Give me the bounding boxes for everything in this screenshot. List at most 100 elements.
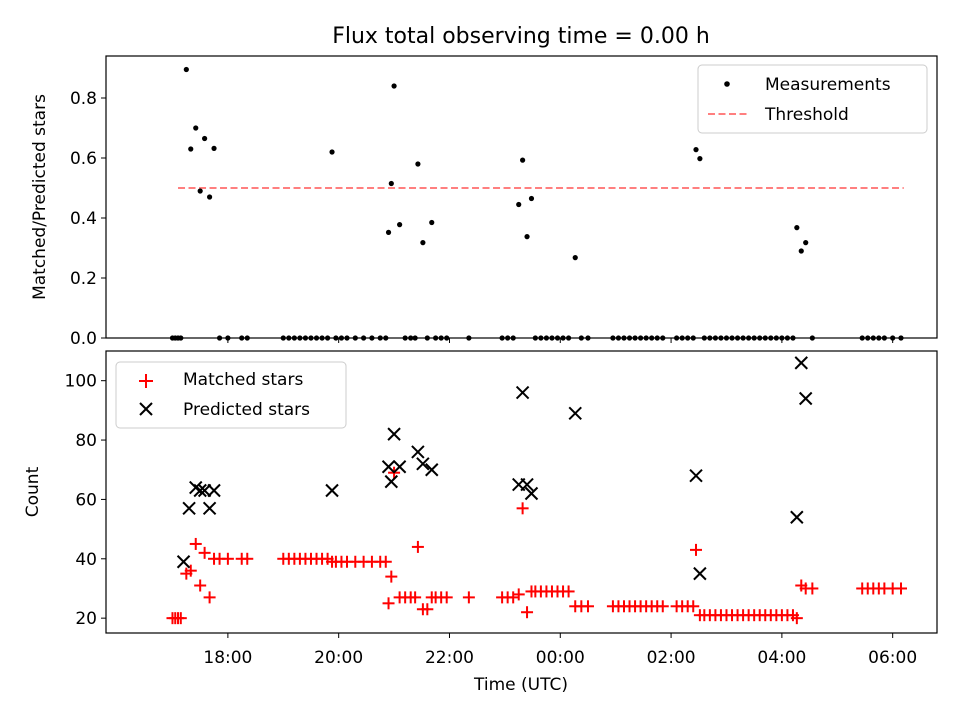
matched-star-marker [174, 612, 187, 625]
x-axis-label: Time (UTC) [473, 675, 568, 695]
measurement-point [388, 180, 394, 187]
matched-star-marker [184, 564, 197, 577]
matched-star-marker [411, 540, 424, 553]
matched-star-marker [385, 570, 398, 583]
predicted-star-marker [689, 468, 703, 483]
legend-matched-label: Matched stars [183, 370, 303, 390]
top-y-tick-label: 0.2 [70, 269, 97, 289]
measurement-point [520, 157, 526, 163]
legend-measurements-label: Measurements [765, 75, 891, 95]
matched-star-marker [421, 603, 434, 616]
predicted-star-marker [176, 555, 191, 569]
top-legend-box [697, 64, 928, 134]
predicted-star-marker [197, 483, 212, 498]
predicted-star-points [176, 356, 813, 581]
predicted-star-marker [207, 483, 221, 498]
matched-star-marker [516, 502, 529, 515]
top-y-ticks: 0.0 0.2 0.4 0.6 0.8 [70, 89, 106, 349]
matched-star-marker [221, 552, 234, 565]
matched-star-marker [189, 537, 202, 550]
legend-predicted-marker [139, 402, 153, 416]
bottom-panel: 20 40 60 80 100 18:00 20:00 22:00 00:00 02:00 04:… [23, 350, 938, 695]
chart-title: Flux total observing time = 0.00 h [332, 24, 710, 49]
measurement-point [420, 240, 426, 246]
matched-star-marker [379, 555, 392, 568]
measurement-point [528, 195, 535, 202]
predicted-star-marker [520, 477, 534, 492]
measurement-point [391, 83, 397, 89]
predicted-star-marker [794, 356, 808, 370]
bottom-x-tick-label: 20:00 [314, 648, 363, 668]
bottom-y-tick-label: 20 [75, 609, 97, 629]
matched-star-marker [581, 600, 594, 613]
predicted-star-marker [515, 385, 530, 400]
bottom-y-axis-label: Count [23, 466, 43, 517]
top-y-tick-label: 0.8 [70, 89, 97, 109]
measurement-point [693, 147, 699, 153]
predicted-star-marker [384, 474, 399, 489]
legend-matched-marker [139, 374, 153, 388]
matched-star-marker [790, 612, 803, 625]
measurement-point [202, 135, 208, 142]
measurement-point [197, 188, 203, 194]
matched-star-marker [687, 600, 700, 613]
bottom-x-tick-label: 02:00 [647, 648, 696, 668]
legend-predicted-label: Predicted stars [183, 400, 310, 420]
bottom-x-tick-label: 06:00 [868, 648, 917, 668]
measurement-point [794, 225, 800, 231]
top-y-tick-label: 0.4 [70, 209, 97, 229]
bottom-x-tick-label: 00:00 [536, 648, 585, 668]
matched-star-marker [194, 579, 207, 592]
measurement-point [516, 201, 522, 208]
top-y-tick-label: 0.6 [70, 149, 97, 169]
top-y-tick-label: 0.0 [70, 329, 97, 349]
measurement-point [697, 156, 703, 162]
predicted-star-marker [325, 483, 339, 498]
predicted-star-marker [798, 391, 813, 406]
bottom-x-tick-label: 22:00 [425, 648, 474, 668]
bottom-axes-frame [105, 350, 938, 634]
measurement-point [415, 161, 421, 167]
matched-star-marker [806, 582, 819, 595]
matched-star-marker [203, 591, 216, 604]
measurement-point [206, 194, 213, 200]
bottom-x-tick-label: 04:00 [757, 648, 806, 668]
measurement-point [397, 222, 403, 228]
matched-star-marker [440, 591, 453, 604]
matched-star-marker [521, 606, 534, 619]
measurement-point [183, 66, 189, 73]
matched-star-marker [462, 591, 475, 604]
bottom-y-tick-label: 100 [65, 372, 97, 392]
measurement-point [385, 229, 392, 235]
measurement-point [329, 149, 335, 155]
bottom-legend: Matched stars Predicted stars [115, 361, 347, 429]
measurement-point [188, 146, 194, 152]
measurement-point [798, 248, 804, 254]
predicted-star-marker [416, 457, 430, 471]
measurement-point [193, 125, 199, 131]
bottom-legend-box [115, 361, 347, 429]
top-panel: 0.00.20.40.60.8 Matched/Predicted stars … [30, 55, 938, 349]
bottom-y-tick-label: 40 [75, 550, 97, 570]
matched-star-marker [409, 591, 422, 604]
measurement-point [524, 234, 530, 240]
bottom-x-tick-label: 18:00 [203, 648, 252, 668]
matched-star-marker [198, 546, 211, 559]
matched-star-marker [894, 582, 907, 595]
measurement-point [572, 255, 578, 261]
bottom-y-ticks: 20 40 60 80 100 [65, 372, 106, 629]
matched-star-marker [656, 600, 669, 613]
legend-measurements-marker [724, 81, 730, 87]
measurement-point [429, 219, 435, 226]
predicted-star-marker [392, 460, 407, 474]
matched-star-marker [512, 588, 525, 601]
measurement-point [803, 240, 809, 246]
top-axes-frame [105, 55, 938, 339]
legend-threshold-label: Threshold [764, 105, 849, 125]
top-y-axis-label: Matched/Predicted stars [30, 94, 50, 300]
predicted-star-marker [387, 427, 401, 441]
measurement-point [211, 145, 217, 151]
predicted-star-marker [193, 483, 207, 498]
matched-star-marker [690, 543, 703, 556]
